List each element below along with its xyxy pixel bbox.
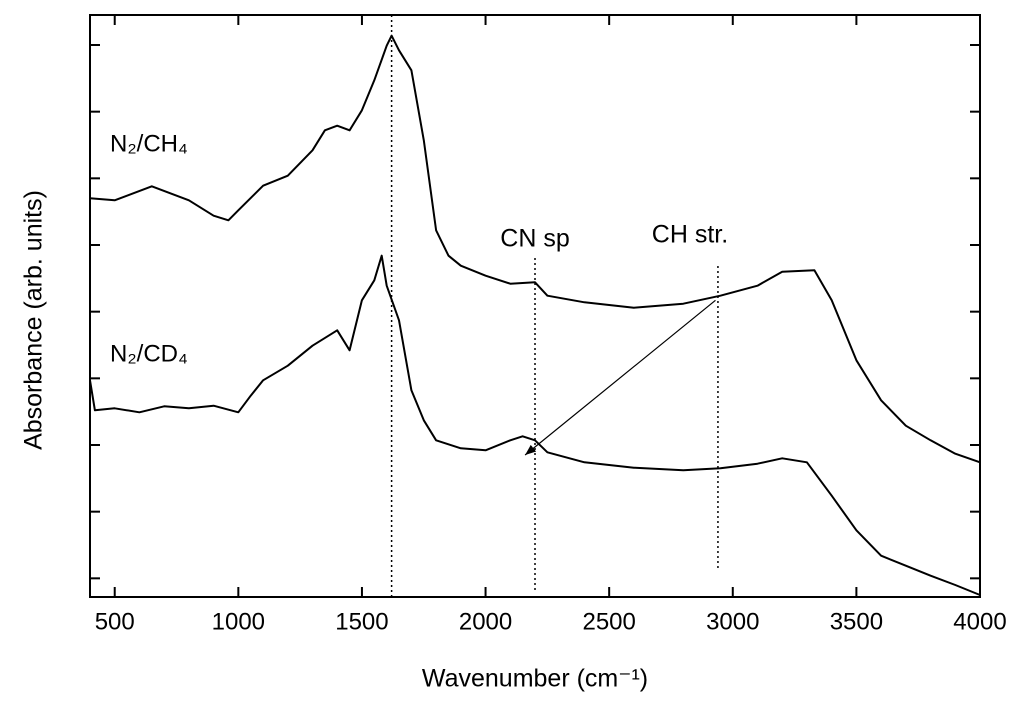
series-line	[89, 34, 981, 464]
plot-frame	[89, 14, 981, 598]
series-label: N₂/CD₄	[110, 340, 188, 367]
x-axis-title: Wavenumber (cm⁻¹)	[422, 665, 648, 693]
x-tick-label: 4000	[953, 608, 1006, 635]
y-axis-title: Absorbance (arb. units)	[20, 190, 48, 450]
x-tick-label: 2500	[582, 608, 635, 635]
arrow	[524, 299, 716, 456]
x-tick-label: 1000	[212, 608, 265, 635]
annotation: CH str.	[652, 221, 728, 249]
annotation: CN sp	[500, 225, 569, 253]
series-label: N₂/CH₄	[110, 130, 188, 157]
x-tick-label: 2000	[459, 608, 512, 635]
x-tick-label: 500	[95, 608, 135, 635]
series-line	[89, 254, 981, 596]
x-tick-label: 3000	[706, 608, 759, 635]
x-tick-label: 1500	[335, 608, 388, 635]
x-tick-label: 3500	[830, 608, 883, 635]
